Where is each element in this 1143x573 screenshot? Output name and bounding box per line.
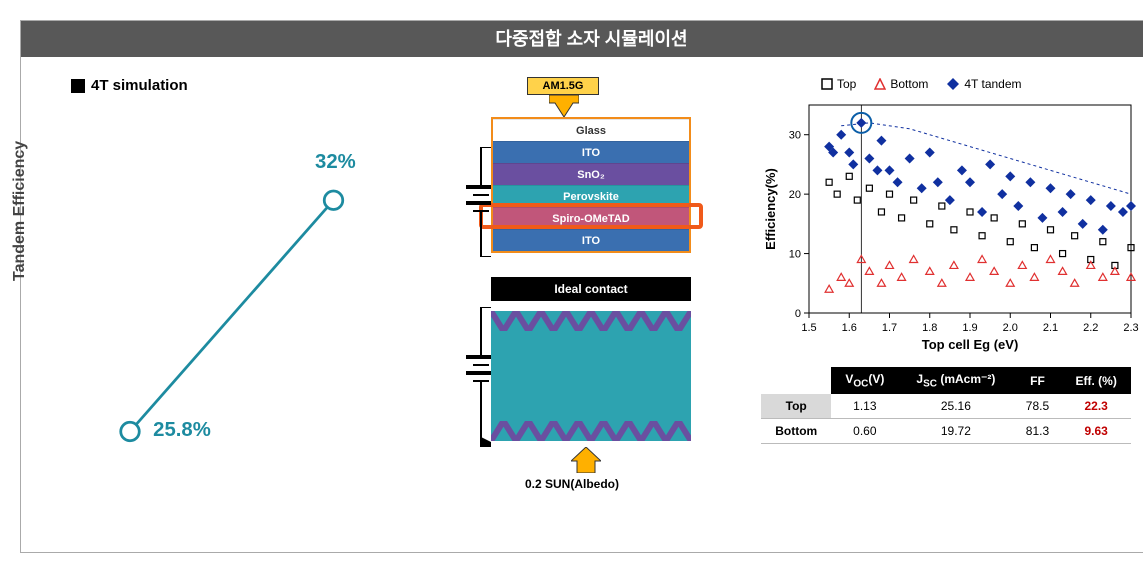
legend-4t-label: 4T simulation bbox=[91, 77, 188, 94]
sun-arrow-icon bbox=[549, 95, 579, 117]
table-header: JSC (mAcm⁻²) bbox=[898, 367, 1013, 394]
svg-text:2.3: 2.3 bbox=[1123, 322, 1138, 334]
svg-text:30: 30 bbox=[789, 130, 801, 142]
table-header: FF bbox=[1014, 367, 1062, 394]
legend-tandem-label: 4T tandem bbox=[964, 77, 1021, 91]
table-header bbox=[761, 367, 831, 394]
albedo-arrow-icon bbox=[571, 447, 601, 473]
slide-body: 4T simulation 25.8%32% AM1.5G GlassITOSn… bbox=[21, 57, 1143, 552]
svg-text:2.2: 2.2 bbox=[1083, 322, 1098, 334]
ideal-contact-label: Ideal contact bbox=[491, 277, 691, 301]
svg-text:25.8%: 25.8% bbox=[153, 419, 211, 441]
layer-glass: Glass bbox=[493, 119, 689, 141]
tandem-line-chart: 25.8% 32% bbox=[91, 117, 391, 487]
svg-text:10: 10 bbox=[789, 249, 801, 261]
scatter-plot: Top Bottom 4T tandem 1.5 1.6 1.7 1.8 1.9 2.0 2… bbox=[761, 77, 1141, 357]
svg-text:1.6: 1.6 bbox=[842, 322, 857, 334]
square-open-icon bbox=[821, 78, 833, 90]
slide-title: 다중접합 소자 시뮬레이션 bbox=[21, 21, 1143, 57]
scatter-legend: Top Bottom 4T tandem bbox=[821, 77, 1022, 91]
svg-text:Top cell Eg (eV): Top cell Eg (eV) bbox=[922, 337, 1019, 352]
svg-text:2.0: 2.0 bbox=[1003, 322, 1018, 334]
results-table: VOC(V)JSC (mAcm⁻²)FFEff. (%) Top1.1325.1… bbox=[761, 367, 1131, 444]
layer-sno-: SnO₂ bbox=[493, 163, 689, 185]
legend-4t: 4T simulation bbox=[71, 77, 188, 94]
legend-tandem: 4T tandem bbox=[946, 77, 1021, 91]
svg-text:1.9: 1.9 bbox=[962, 322, 977, 334]
legend-bottom-label: Bottom bbox=[890, 77, 928, 91]
table-body: Top1.1325.1678.522.3Bottom0.6019.7281.39… bbox=[761, 394, 1131, 444]
svg-text:2.1: 2.1 bbox=[1043, 322, 1058, 334]
highlight-box bbox=[479, 203, 703, 229]
table-row: Bottom0.6019.7281.39.63 bbox=[761, 419, 1131, 444]
diamond-icon bbox=[946, 77, 960, 91]
table-header: VOC(V) bbox=[831, 367, 898, 394]
device-diagram: AM1.5G GlassITOSnO₂PerovskiteSpiro-OMeTA… bbox=[421, 77, 741, 537]
top-cell-stack: GlassITOSnO₂PerovskiteSpiro-OMeTADITO bbox=[491, 117, 691, 253]
legend-bottom: Bottom bbox=[874, 77, 928, 91]
legend-top-label: Top bbox=[837, 77, 856, 91]
triangle-open-icon bbox=[874, 78, 886, 90]
svg-text:1.7: 1.7 bbox=[882, 322, 897, 334]
svg-text:32%: 32% bbox=[315, 151, 356, 173]
zigzag-bottom-icon bbox=[491, 421, 691, 441]
svg-text:1.8: 1.8 bbox=[922, 322, 937, 334]
battery-bottom-icon bbox=[441, 307, 491, 447]
slide: 다중접합 소자 시뮬레이션 Tandem Efficiency 4T simul… bbox=[20, 20, 1143, 553]
table-header-row: VOC(V)JSC (mAcm⁻²)FFEff. (%) bbox=[761, 367, 1131, 394]
bottom-cell bbox=[491, 311, 691, 441]
legend-square-icon bbox=[71, 79, 85, 93]
albedo-label: 0.2 SUN(Albedo) bbox=[525, 477, 619, 491]
sun-label: AM1.5G bbox=[527, 77, 599, 95]
table-row: Top1.1325.1678.522.3 bbox=[761, 394, 1131, 419]
table-header: Eff. (%) bbox=[1061, 367, 1131, 394]
legend-top: Top bbox=[821, 77, 856, 91]
layer-ito: ITO bbox=[493, 229, 689, 251]
svg-text:Efficiency(%): Efficiency(%) bbox=[763, 168, 778, 250]
battery-top-icon bbox=[441, 147, 491, 257]
zigzag-top-icon bbox=[491, 311, 691, 331]
layer-ito: ITO bbox=[493, 141, 689, 163]
svg-text:0: 0 bbox=[795, 308, 801, 320]
scatter-svg: 1.5 1.6 1.7 1.8 1.9 2.0 2.1 2.2 2.3 0 10 20 30 Top ce… bbox=[761, 95, 1141, 355]
svg-text:1.5: 1.5 bbox=[801, 322, 816, 334]
svg-text:20: 20 bbox=[789, 189, 801, 201]
